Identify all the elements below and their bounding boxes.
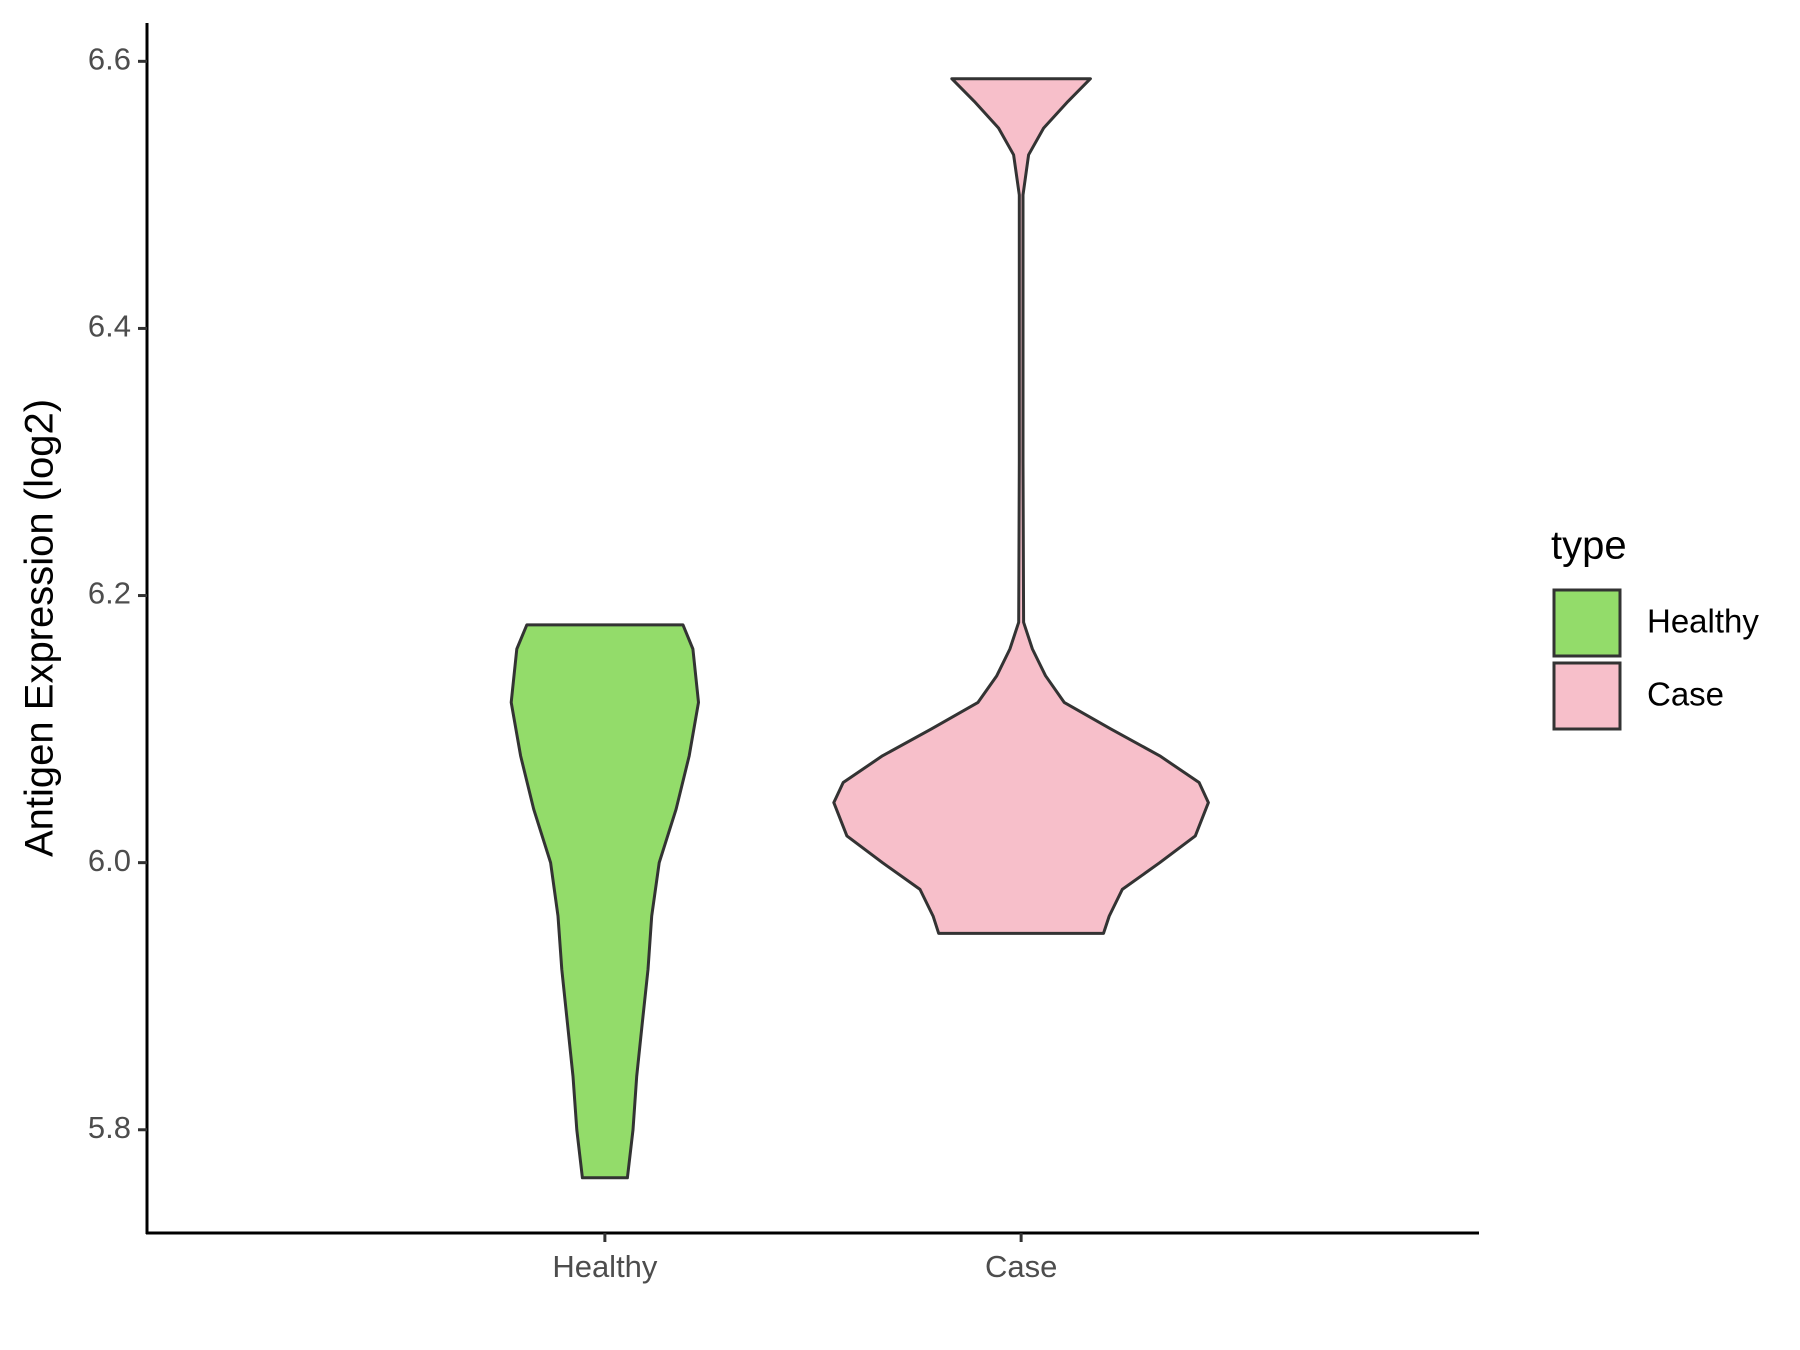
x-tick-label: Case: [985, 1249, 1057, 1284]
legend-title: type: [1551, 524, 1627, 568]
y-tick-label: 6.0: [88, 843, 131, 878]
violin: [832, 77, 1210, 935]
y-tick-label: 6.4: [88, 309, 131, 344]
y-tick-label: 6.2: [88, 576, 131, 611]
y-axis-label: Antigen Expression (log2): [18, 399, 62, 857]
legend-key: [1552, 661, 1622, 731]
legend-label: Case: [1647, 676, 1724, 713]
x-tick-label: Healthy: [552, 1249, 658, 1284]
y-tick-label: 5.8: [88, 1110, 131, 1145]
violin: [509, 623, 700, 1180]
legend-key: [1552, 588, 1622, 658]
y-tick-label: 6.6: [88, 42, 131, 77]
legend-label: Healthy: [1647, 603, 1759, 640]
